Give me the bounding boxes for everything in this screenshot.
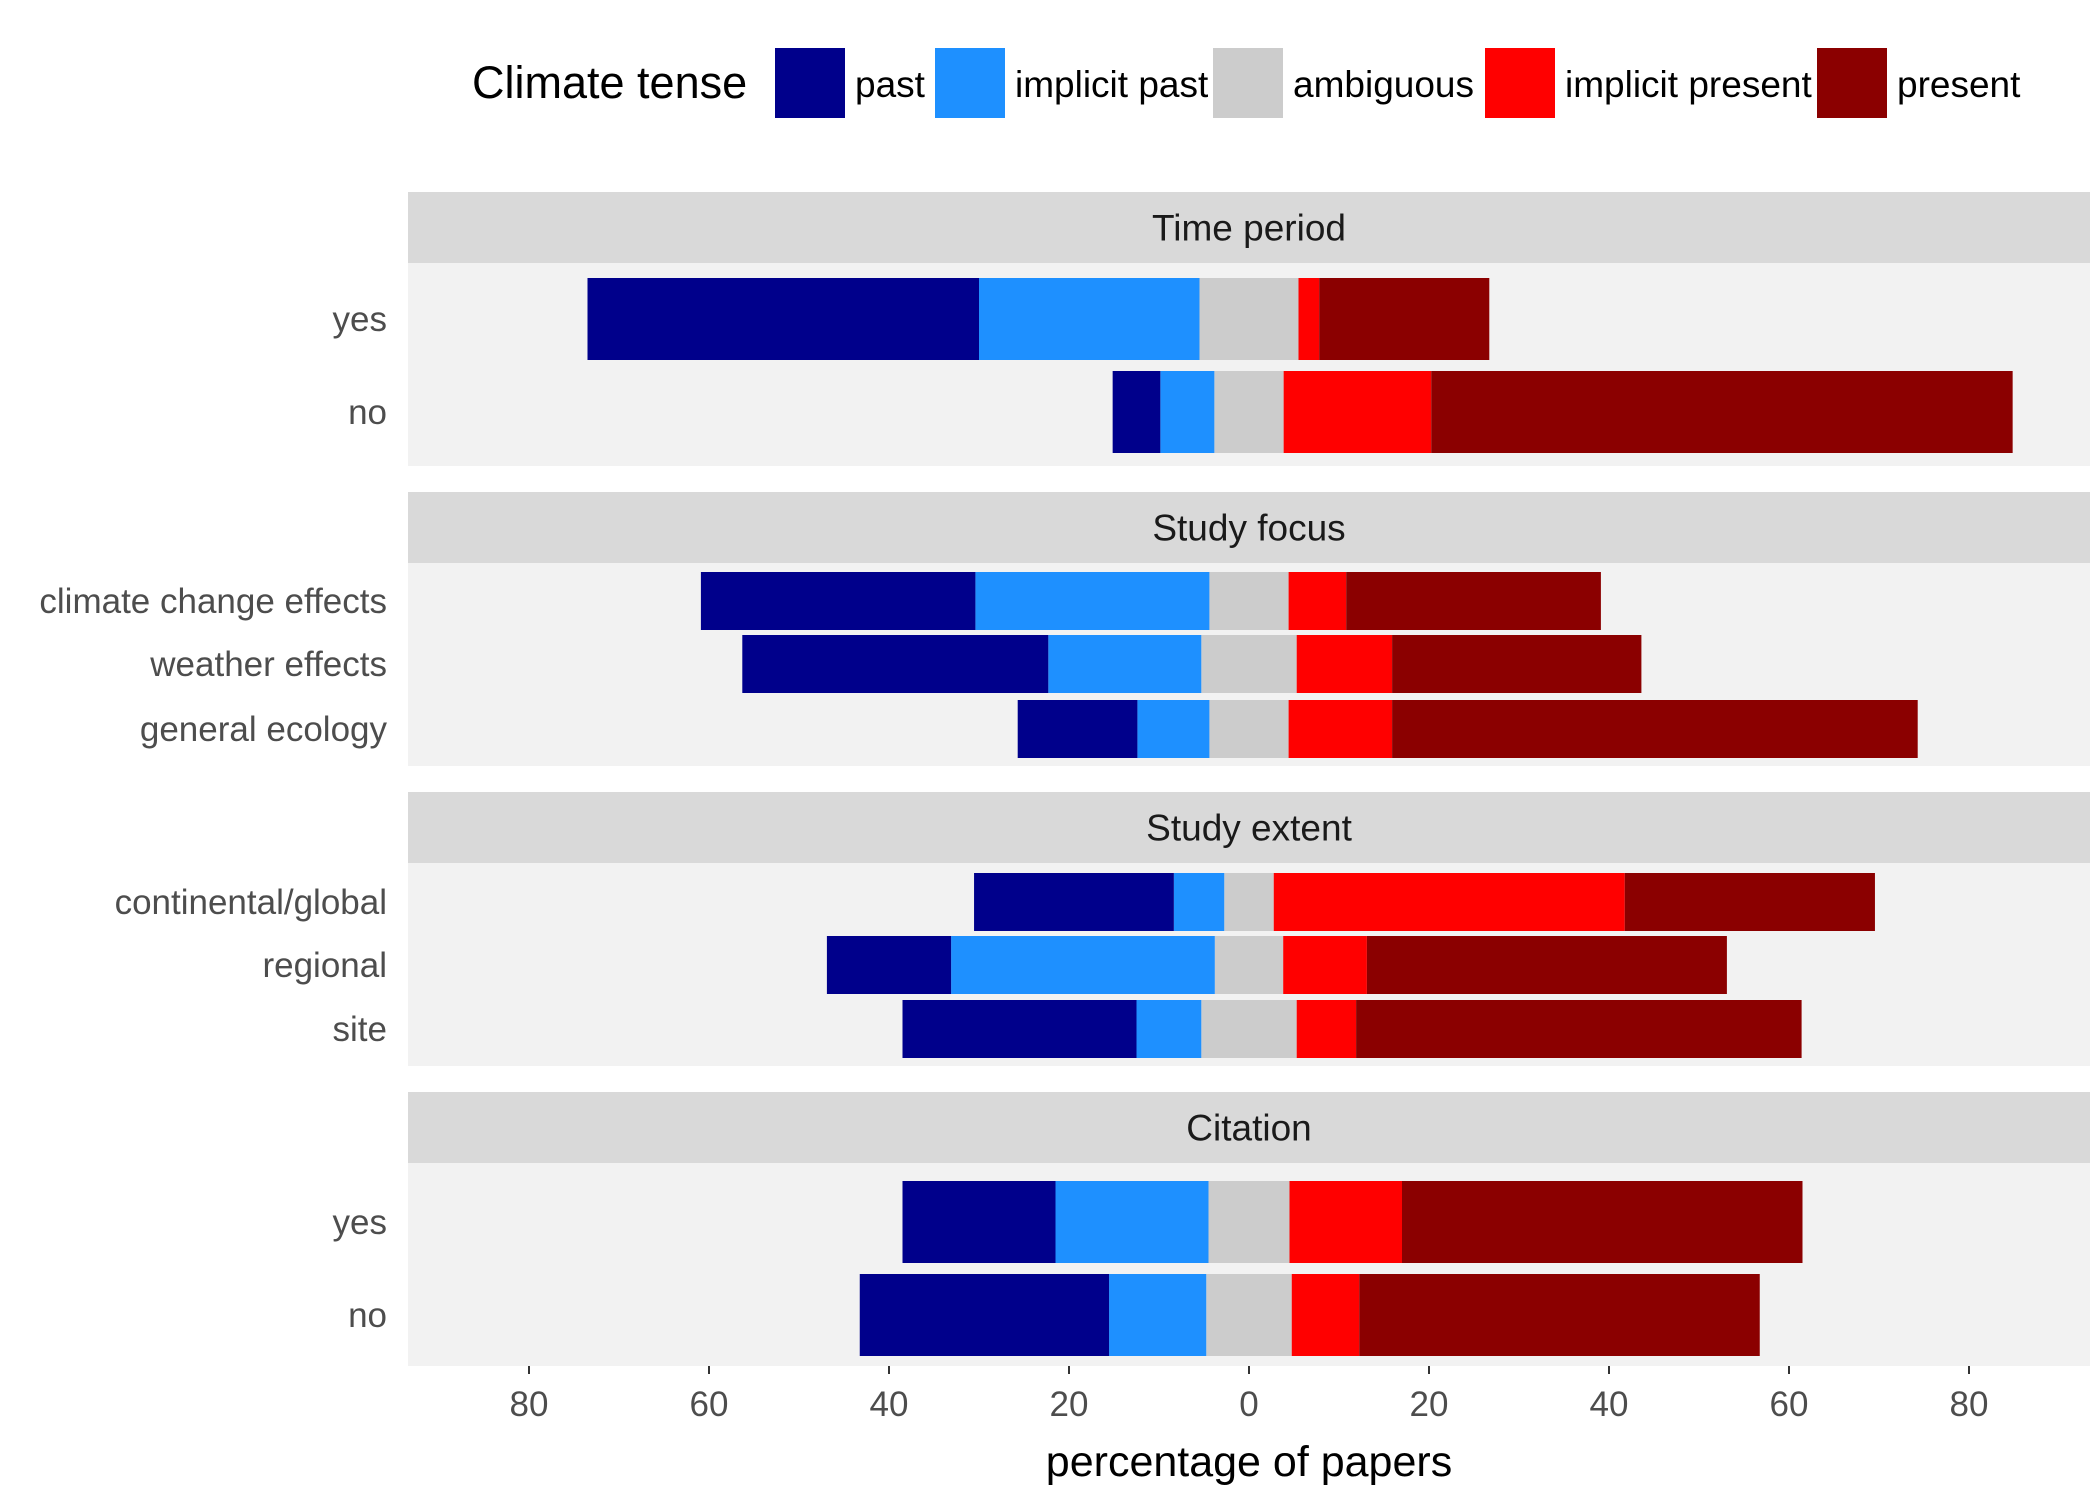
bar-segment-study-extent-continental-global-implicit-past [1173,873,1225,931]
legend-key-past [775,48,845,118]
panel-strip-time-period [408,192,2090,263]
bar-segment-study-focus-climate-change-effects-ambiguous [1209,572,1289,630]
bar-segment-citation-no-present [1359,1274,1760,1356]
legend-label-present: present [1897,64,2021,105]
legend-key-present [1817,48,1887,118]
panel-strip-citation [408,1092,2090,1163]
category-label-no: no [348,393,387,432]
bar-segment-study-focus-climate-change-effects-present [1346,572,1601,630]
bar-segment-citation-no-implicit-present [1291,1274,1360,1356]
bar-segment-study-focus-general-ecology-ambiguous [1209,700,1289,758]
bar-segment-time-period-yes-implicit-past [979,278,1200,360]
category-label-climate-change-effects: climate change effects [39,582,387,621]
bar-segment-citation-yes-implicit-past [1055,1181,1209,1263]
x-tick-label: 80 [510,1385,549,1424]
bar-segment-study-focus-climate-change-effects-implicit-past [975,572,1210,630]
bar-segment-study-extent-continental-global-ambiguous [1224,873,1274,931]
legend-label-ambiguous: ambiguous [1293,64,1474,105]
x-tick-label: 80 [1950,1385,1989,1424]
legend-key-implicit-past [935,48,1005,118]
category-label-general-ecology: general ecology [140,710,388,749]
bar-segment-citation-yes-ambiguous [1208,1181,1290,1263]
bar-segment-time-period-yes-present [1319,278,1490,360]
bar-segment-study-focus-general-ecology-implicit-present [1288,700,1393,758]
x-tick-label: 0 [1239,1385,1258,1424]
bar-segment-study-focus-weather-effects-present [1392,635,1642,693]
category-label-weather-effects: weather effects [149,645,387,684]
bar-segment-time-period-no-implicit-present [1283,371,1432,453]
panel-title-time-period: Time period [1152,208,1346,249]
bar-segment-study-extent-site-present [1356,1000,1802,1058]
legend-label-past: past [855,64,926,105]
bar-segment-citation-yes-past [902,1181,1056,1263]
category-label-regional: regional [262,946,387,985]
bar-segment-study-extent-regional-ambiguous [1214,936,1284,994]
bar-segment-time-period-yes-past [587,278,979,360]
panel-title-citation: Citation [1186,1108,1311,1149]
bar-segment-study-extent-continental-global-past [974,873,1174,931]
panel-strip-study-extent [408,792,2090,863]
category-label-yes: yes [333,300,387,339]
bar-segment-time-period-yes-implicit-present [1298,278,1320,360]
category-label-yes: yes [333,1203,387,1242]
bar-segment-citation-no-implicit-past [1109,1274,1207,1356]
bar-segment-study-focus-climate-change-effects-implicit-present [1288,572,1347,630]
bar-segment-study-focus-general-ecology-present [1392,700,1918,758]
bar-segment-study-focus-climate-change-effects-past [700,572,976,630]
bar-segment-study-extent-regional-past [826,936,952,994]
bar-segment-citation-no-ambiguous [1206,1274,1292,1356]
category-label-site: site [333,1010,387,1049]
x-tick-label: 60 [1770,1385,1809,1424]
bar-segment-study-focus-weather-effects-past [742,635,1049,693]
bar-segment-citation-yes-present [1402,1181,1803,1263]
bar-segment-study-extent-site-implicit-present [1296,1000,1357,1058]
bar-segment-study-extent-regional-present [1366,936,1727,994]
bar-segment-time-period-no-ambiguous [1214,371,1284,453]
legend-key-implicit-present [1485,48,1555,118]
category-label-continental-global: continental/global [115,883,387,922]
bar-segment-study-extent-site-ambiguous [1201,1000,1297,1058]
panel-strip-study-focus [408,492,2090,563]
bar-segment-study-focus-weather-effects-implicit-present [1296,635,1393,693]
bar-segment-citation-no-past [859,1274,1110,1356]
bar-segment-study-extent-regional-implicit-present [1283,936,1367,994]
bar-segment-study-extent-site-past [902,1000,1137,1058]
bar-segment-study-extent-site-implicit-past [1136,1000,1202,1058]
x-axis-title: percentage of papers [1046,1438,1452,1486]
x-tick-label: 40 [1590,1385,1629,1424]
x-tick-label: 60 [690,1385,729,1424]
bar-segment-study-extent-regional-implicit-past [951,936,1215,994]
bar-segment-time-period-no-implicit-past [1160,371,1215,453]
bar-segment-study-focus-general-ecology-past [1017,700,1138,758]
legend-key-ambiguous [1213,48,1283,118]
legend-label-implicit-past: implicit past [1015,64,1209,105]
legend-label-implicit-present: implicit present [1565,64,1812,105]
bar-segment-citation-yes-implicit-present [1289,1181,1402,1263]
panel-title-study-focus: Study focus [1152,508,1345,549]
category-label-no: no [348,1296,387,1335]
legend-title: Climate tense [472,57,747,108]
bar-segment-study-focus-weather-effects-ambiguous [1201,635,1297,693]
panel-title-study-extent: Study extent [1146,808,1352,849]
x-tick-label: 40 [870,1385,909,1424]
bar-segment-time-period-no-present [1431,371,2013,453]
bar-segment-study-extent-continental-global-implicit-present [1273,873,1625,931]
bar-segment-study-focus-general-ecology-implicit-past [1137,700,1210,758]
bar-segment-study-extent-continental-global-present [1624,873,1875,931]
bar-segment-study-focus-weather-effects-implicit-past [1048,635,1202,693]
x-tick-label: 20 [1050,1385,1089,1424]
x-tick-label: 20 [1410,1385,1449,1424]
bar-segment-time-period-yes-ambiguous [1199,278,1299,360]
bar-segment-time-period-no-past [1112,371,1161,453]
